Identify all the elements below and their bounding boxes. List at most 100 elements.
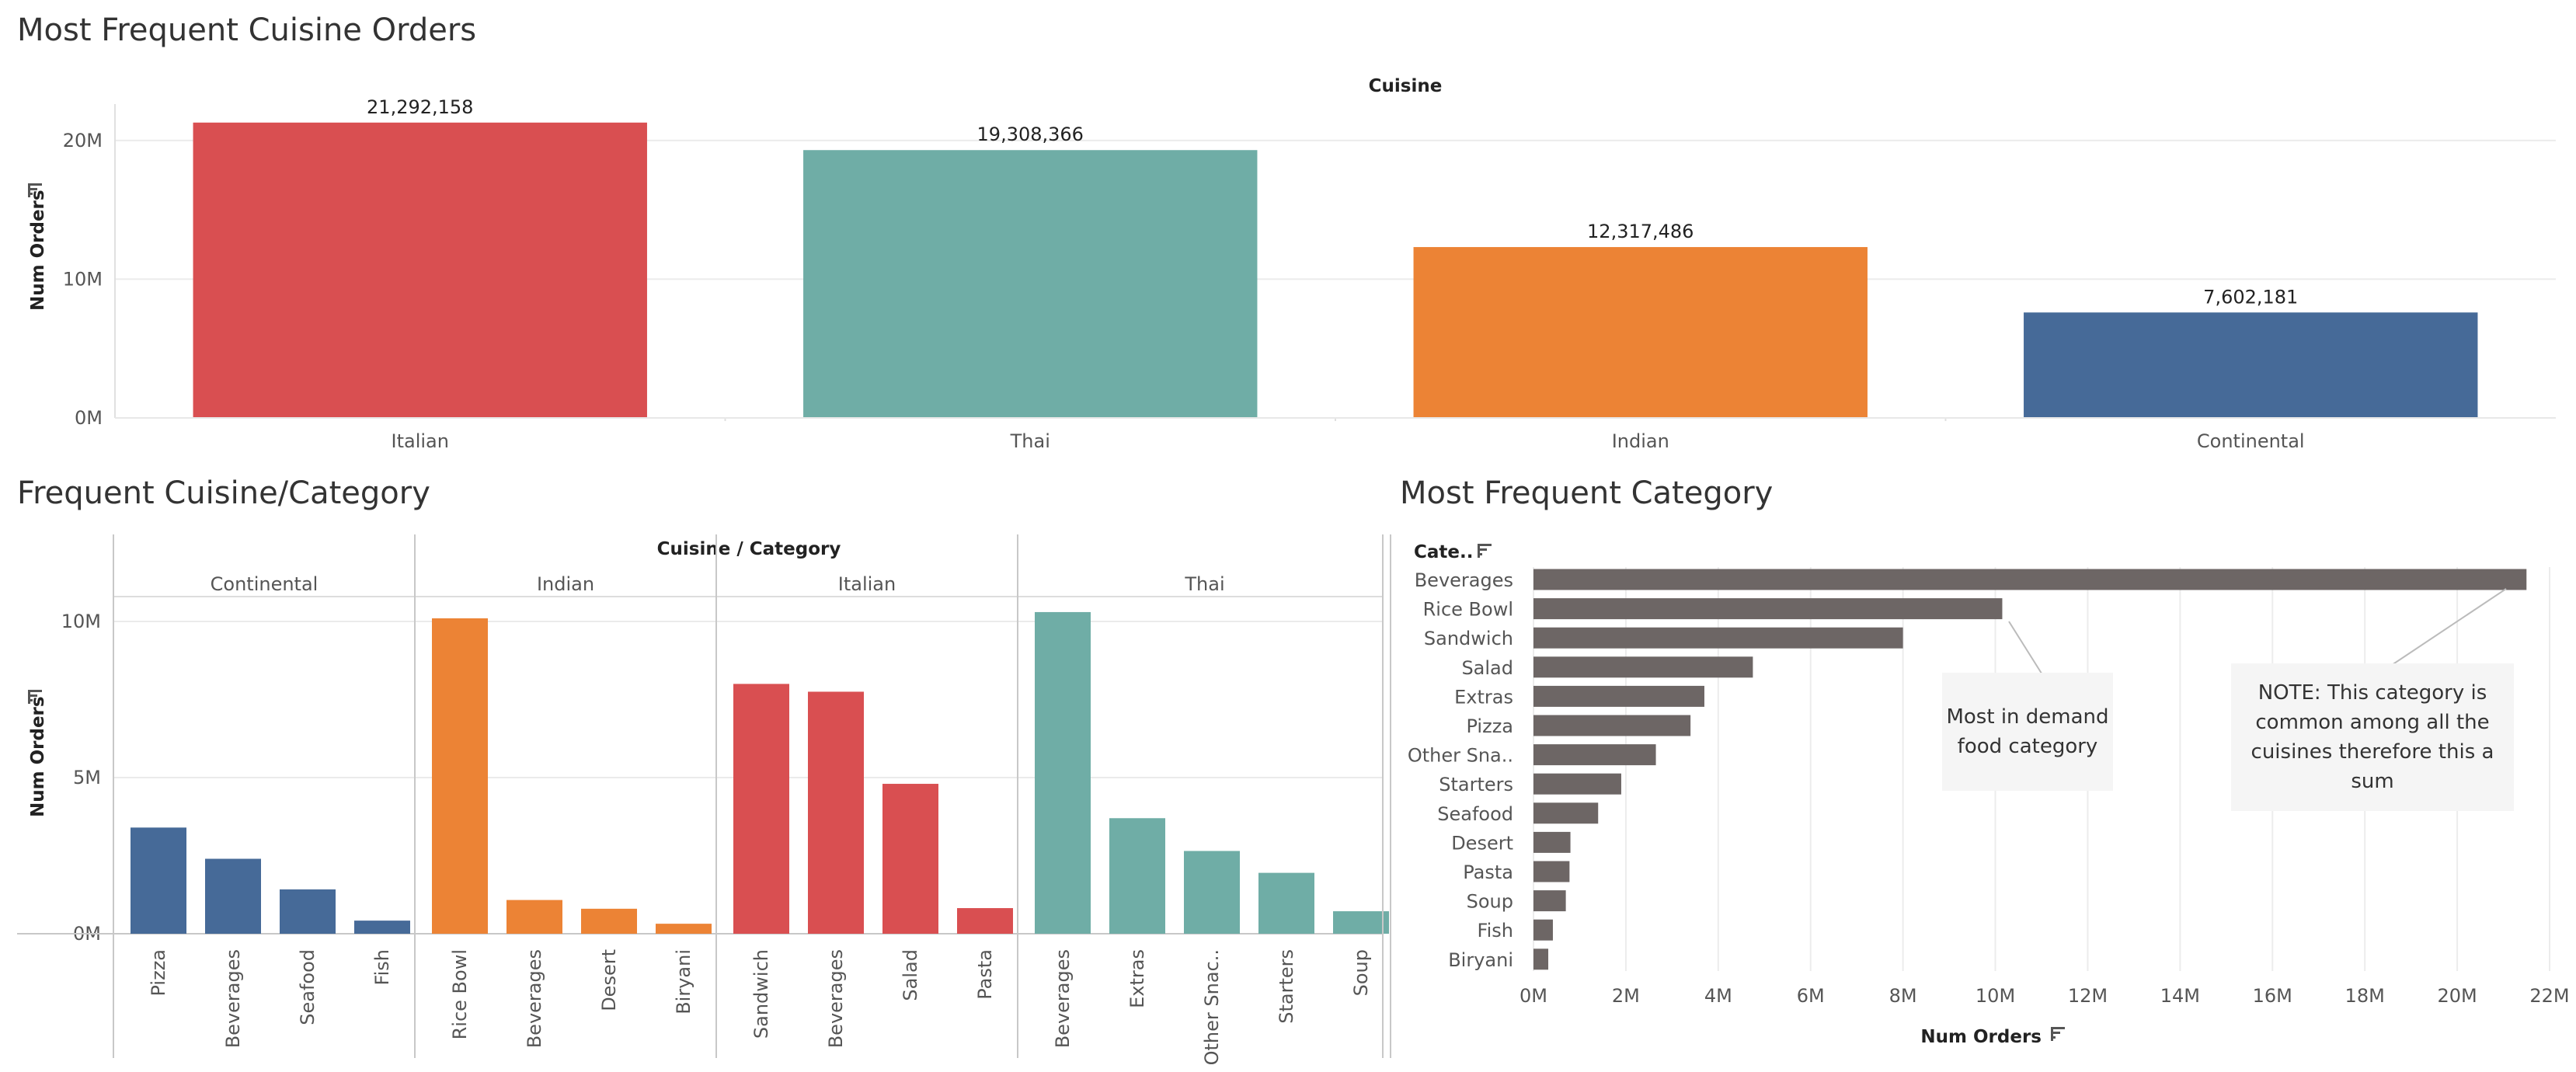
bar (656, 924, 712, 934)
y-tick-label: Soup (1467, 891, 1513, 913)
y-axis-label: Cate.. (1414, 542, 1473, 562)
x-tick-label: 4M (1704, 985, 1732, 1007)
x-axis-label: Num Orders (1920, 1027, 2042, 1047)
sort-icon-line (28, 188, 37, 190)
x-tick-label: 14M (2160, 985, 2200, 1007)
bar (1333, 911, 1389, 934)
bar (1533, 656, 1753, 678)
y-tick-label: Fish (1478, 920, 1513, 941)
bar (1533, 919, 1553, 941)
x-tick-label: Other Snac.. (1201, 949, 1223, 1065)
sort-icon-line (28, 694, 37, 697)
x-tick-label: Pizza (148, 949, 169, 997)
sort-icon-line (28, 183, 30, 197)
bar (193, 122, 647, 419)
sort-icon-line (28, 183, 42, 186)
y-tick-label: 5M (73, 767, 101, 788)
sort-icon-line (2051, 1027, 2065, 1029)
bar (506, 900, 562, 934)
bar (882, 784, 938, 934)
group-header: Continental (211, 573, 319, 595)
data-label: 21,292,158 (367, 96, 473, 118)
x-tick-label: Thai (1010, 430, 1050, 452)
annotation-leader (2008, 621, 2044, 677)
y-axis-label: Num Orders (28, 696, 48, 817)
bar (1258, 872, 1314, 934)
x-tick-label: Beverages (222, 949, 244, 1048)
x-tick-label: Fish (371, 949, 393, 985)
bar (1533, 598, 2003, 620)
bar (1533, 802, 1599, 824)
bar (1533, 744, 1656, 766)
sort-icon (2051, 1027, 2065, 1041)
y-axis-label: Num Orders (28, 190, 48, 311)
x-tick-label: 18M (2345, 985, 2385, 1007)
x-tick-label: Italian (392, 430, 449, 452)
demand-annotation: Most in demand food category (1942, 673, 2113, 791)
x-tick-label: Starters (1276, 949, 1297, 1024)
x-tick-label: Extras (1126, 949, 1148, 1008)
x-tick-label: 12M (2068, 985, 2108, 1007)
sort-icon-line (1478, 548, 1487, 551)
sort-icon-line (28, 690, 42, 692)
x-tick-label: 22M (2529, 985, 2569, 1007)
x-tick-label: 0M (1519, 985, 1547, 1007)
x-tick-label: Beverages (1052, 949, 1074, 1048)
sort-icon (28, 183, 42, 197)
y-tick-label: Starters (1439, 774, 1513, 795)
sort-icon-line (28, 690, 30, 704)
annotation-leader (2389, 588, 2507, 667)
category-chart-title: Most Frequent Category (1400, 475, 1774, 511)
sort-icon (28, 690, 42, 704)
x-tick-label: 20M (2437, 985, 2477, 1007)
group-header: Thai (1184, 573, 1224, 595)
y-tick-label: 10M (63, 268, 103, 290)
sort-icon-line (1478, 544, 1492, 546)
x-tick-label: Sandwich (750, 949, 772, 1039)
x-tick-label: 16M (2253, 985, 2292, 1007)
y-tick-label: Pizza (1466, 715, 1513, 737)
y-tick-label: Desert (1451, 832, 1513, 854)
x-tick-label: Desert (598, 949, 620, 1011)
x-tick-label: Soup (1350, 949, 1372, 996)
common-category-annotation: NOTE: This category is common among all … (2231, 663, 2514, 811)
bar (1533, 773, 1621, 795)
x-tick-label: Seafood (297, 949, 319, 1025)
bar (1533, 890, 1566, 912)
x-tick-label: Continental (2197, 430, 2305, 452)
bar (1533, 831, 1571, 853)
x-tick-label: Pasta (974, 949, 996, 1000)
x-tick-label: 8M (1889, 985, 1917, 1007)
bar (957, 908, 1013, 934)
y-tick-label: Biryani (1448, 949, 1513, 971)
y-tick-label: 20M (63, 130, 103, 151)
bar (205, 858, 261, 934)
sort-icon-line (2051, 1027, 2053, 1041)
bar (1109, 818, 1165, 934)
group-header: Indian (537, 573, 594, 595)
y-tick-label: Salad (1461, 657, 1513, 679)
y-tick-label: Pasta (1463, 861, 1513, 883)
bar (1533, 569, 2527, 590)
data-label: 7,602,181 (2203, 286, 2298, 308)
x-tick-label: Indian (1612, 430, 1669, 452)
sort-icon-line (1478, 544, 1480, 558)
bar (354, 921, 410, 934)
bar (733, 684, 789, 934)
bar (1184, 851, 1240, 934)
y-tick-label: Seafood (1437, 803, 1513, 825)
cuisine-orders-chart: Cuisine 0M 10M 20M Num Orders 21,292,158 Itali… (28, 76, 2556, 452)
y-tick-label: Rice Bowl (1423, 599, 1513, 621)
bar (1533, 627, 1903, 649)
data-label: 19,308,366 (977, 124, 1084, 145)
x-tick-label: 10M (1976, 985, 2015, 1007)
x-tick-label: 6M (1797, 985, 1825, 1007)
y-tick-label: Other Sna.. (1408, 745, 1513, 767)
cuisine-category-chart-title: Frequent Cuisine/Category (17, 475, 430, 511)
bar (1533, 948, 1549, 970)
bar (280, 889, 336, 934)
x-tick-label: Beverages (825, 949, 847, 1048)
y-tick-label: 0M (75, 407, 103, 429)
chart-header: Cuisine / Category (657, 539, 841, 559)
